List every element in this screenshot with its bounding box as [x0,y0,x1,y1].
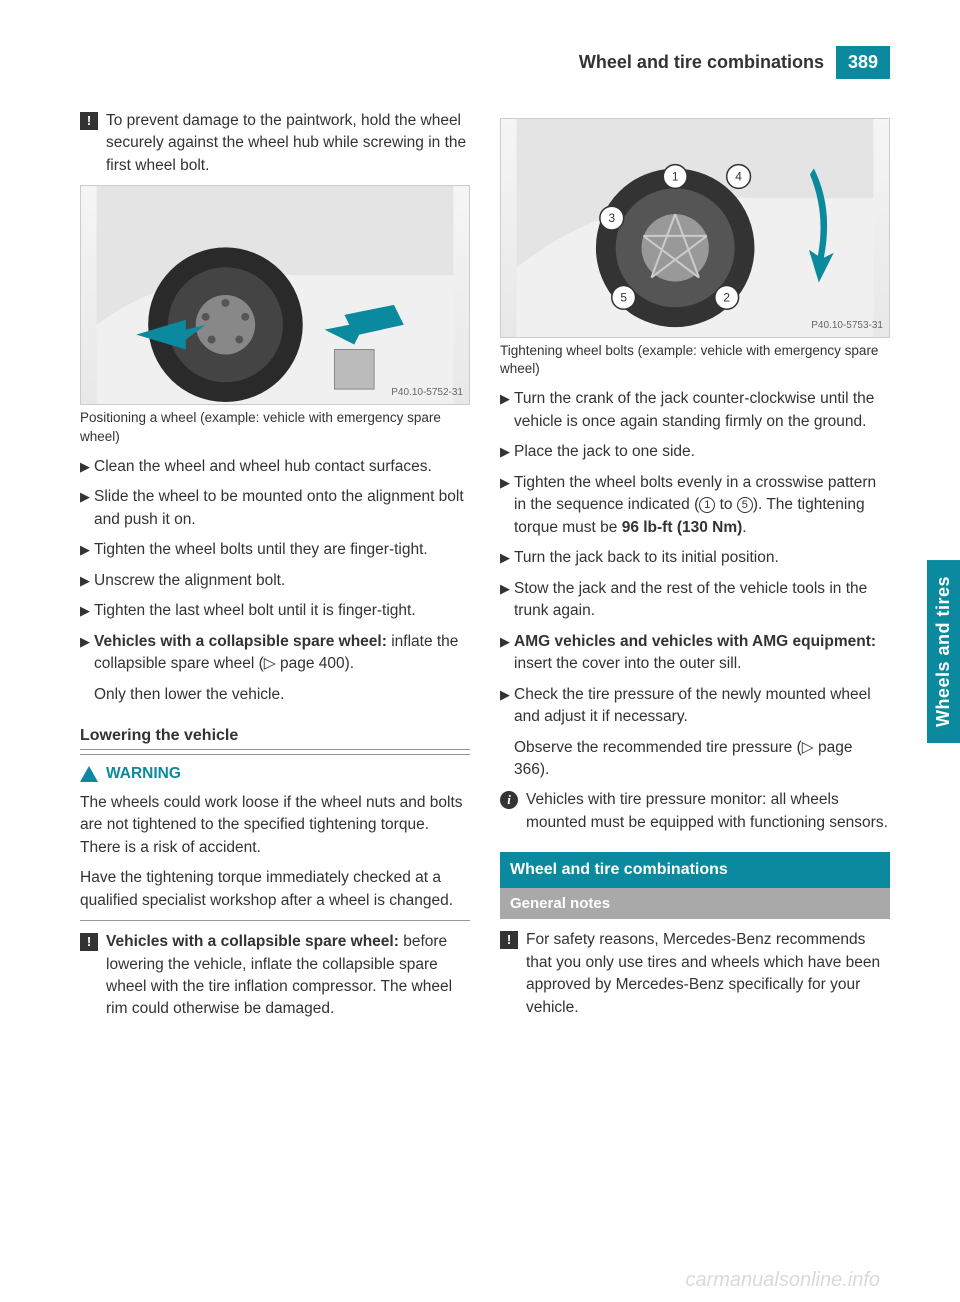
figure-id: P40.10-5752-31 [391,386,463,401]
svg-text:4: 4 [735,169,742,183]
step-part: to [715,496,737,513]
info-text: Vehicles with tire pressure monitor: all… [526,789,890,834]
svg-text:3: 3 [608,211,615,225]
step-item: ▶Unscrew the alignment bolt. [80,570,470,592]
step-item: ▶Turn the jack back to its initial posit… [500,547,890,569]
caution-text: For safety reasons, Mercedes-Benz recomm… [526,929,890,1019]
step-marker-icon: ▶ [500,549,514,569]
step-rest: insert the cover into the outer sill. [514,655,741,672]
step-text: Unscrew the alignment bolt. [94,570,470,592]
section-side-tab: Wheels and tires [927,560,960,743]
caution-notice: ! For safety reasons, Mercedes-Benz reco… [500,929,890,1019]
step-text: Tighten the last wheel bolt until it is … [94,600,470,622]
circled-number-icon: 5 [737,497,753,513]
step-text: Clean the wheel and wheel hub contact su… [94,456,470,478]
svg-text:5: 5 [620,290,627,304]
caution-notice: ! To prevent damage to the paintwork, ho… [80,110,470,177]
step-item: ▶Stow the jack and the rest of the vehic… [500,578,890,623]
step-marker-icon: ▶ [500,580,514,623]
left-column: ! To prevent damage to the paintwork, ho… [80,110,470,1029]
caution-notice: ! Vehicles with a collapsible spare whee… [80,931,470,1021]
step-item: ▶ Tighten the wheel bolts evenly in a cr… [500,472,890,539]
step-text: Turn the crank of the jack counter-clock… [514,388,890,433]
step-item: ▶Slide the wheel to be mounted onto the … [80,486,470,531]
step-text: AMG vehicles and vehicles with AMG equip… [514,631,890,676]
step-item: ▶Tighten the last wheel bolt until it is… [80,600,470,622]
figure-id: P40.10-5753-31 [811,319,883,334]
bolt-sequence-illustration: 1 4 2 5 3 [501,119,889,337]
step-text: Check the tire pressure of the newly mou… [514,684,890,729]
torque-value: 96 lb-ft (130 Nm) [622,519,743,536]
step-text: Tighten the wheel bolts evenly in a cros… [514,472,890,539]
circled-number-icon: 1 [699,497,715,513]
subheading-lowering: Lowering the vehicle [80,724,470,750]
step-continuation: Observe the recommended tire pressure (▷… [514,737,890,782]
page-header: Wheel and tire combinations 389 [579,46,890,79]
caution-text: To prevent damage to the paintwork, hold… [106,110,470,177]
step-item: ▶AMG vehicles and vehicles with AMG equi… [500,631,890,676]
step-item: ▶Turn the crank of the jack counter-cloc… [500,388,890,433]
warning-triangle-icon [80,766,98,782]
caution-icon: ! [80,933,98,951]
content-columns: ! To prevent damage to the paintwork, ho… [80,110,890,1029]
step-marker-icon: ▶ [500,443,514,463]
step-bold: Vehicles with a collapsible spare wheel: [94,633,387,650]
caution-icon: ! [80,112,98,130]
figure-positioning-wheel: P40.10-5752-31 [80,185,470,405]
step-item: ▶Vehicles with a collapsible spare wheel… [80,631,470,676]
step-part: . [742,519,746,536]
step-text: Place the jack to one side. [514,441,890,463]
step-marker-icon: ▶ [80,458,94,478]
svg-text:1: 1 [672,169,679,183]
step-bold: AMG vehicles and vehicles with AMG equip… [514,633,876,650]
step-item: ▶Tighten the wheel bolts until they are … [80,539,470,561]
step-item: ▶Clean the wheel and wheel hub contact s… [80,456,470,478]
warning-paragraph: The wheels could work loose if the wheel… [80,792,470,859]
section-heading-bar: Wheel and tire combinations [500,852,890,887]
step-marker-icon: ▶ [500,633,514,676]
step-marker-icon: ▶ [80,602,94,622]
step-text: Turn the jack back to its initial positi… [514,547,890,569]
wheel-positioning-illustration [81,186,469,404]
step-item: ▶Place the jack to one side. [500,441,890,463]
watermark-text: carmanualsonline.info [685,1269,880,1292]
manual-page: Wheel and tire combinations 389 Wheels a… [0,0,960,1302]
warning-paragraph: Have the tightening torque immediately c… [80,867,470,912]
step-marker-icon: ▶ [500,390,514,433]
step-continuation: Only then lower the vehicle. [94,684,470,706]
figure-tightening-bolts: 1 4 2 5 3 P40.10-5753-31 [500,118,890,338]
subsection-heading-bar: General notes [500,888,890,920]
figure-caption: Tightening wheel bolts (example: vehicle… [500,342,890,378]
figure-caption: Positioning a wheel (example: vehicle wi… [80,409,470,445]
svg-text:2: 2 [723,290,730,304]
warning-box: WARNING The wheels could work loose if t… [80,754,470,921]
step-text: Stow the jack and the rest of the vehicl… [514,578,890,623]
info-notice: i Vehicles with tire pressure monitor: a… [500,789,890,834]
step-text: Tighten the wheel bolts until they are f… [94,539,470,561]
step-marker-icon: ▶ [80,633,94,676]
step-text: Slide the wheel to be mounted onto the a… [94,486,470,531]
info-icon: i [500,791,518,809]
page-number: 389 [836,46,890,79]
caution-text: Vehicles with a collapsible spare wheel:… [106,931,470,1021]
header-title: Wheel and tire combinations [579,52,824,73]
caution-icon: ! [500,931,518,949]
step-marker-icon: ▶ [80,488,94,531]
caution-bold: Vehicles with a collapsible spare wheel: [106,933,399,950]
step-marker-icon: ▶ [500,474,514,539]
step-marker-icon: ▶ [80,541,94,561]
step-marker-icon: ▶ [500,686,514,729]
warning-heading: WARNING [80,763,470,785]
warning-label: WARNING [106,763,181,785]
right-column: 1 4 2 5 3 P40.10-5753-31 Tightening whee… [500,110,890,1029]
step-marker-icon: ▶ [80,572,94,592]
step-item: ▶Check the tire pressure of the newly mo… [500,684,890,729]
step-text: Vehicles with a collapsible spare wheel:… [94,631,470,676]
